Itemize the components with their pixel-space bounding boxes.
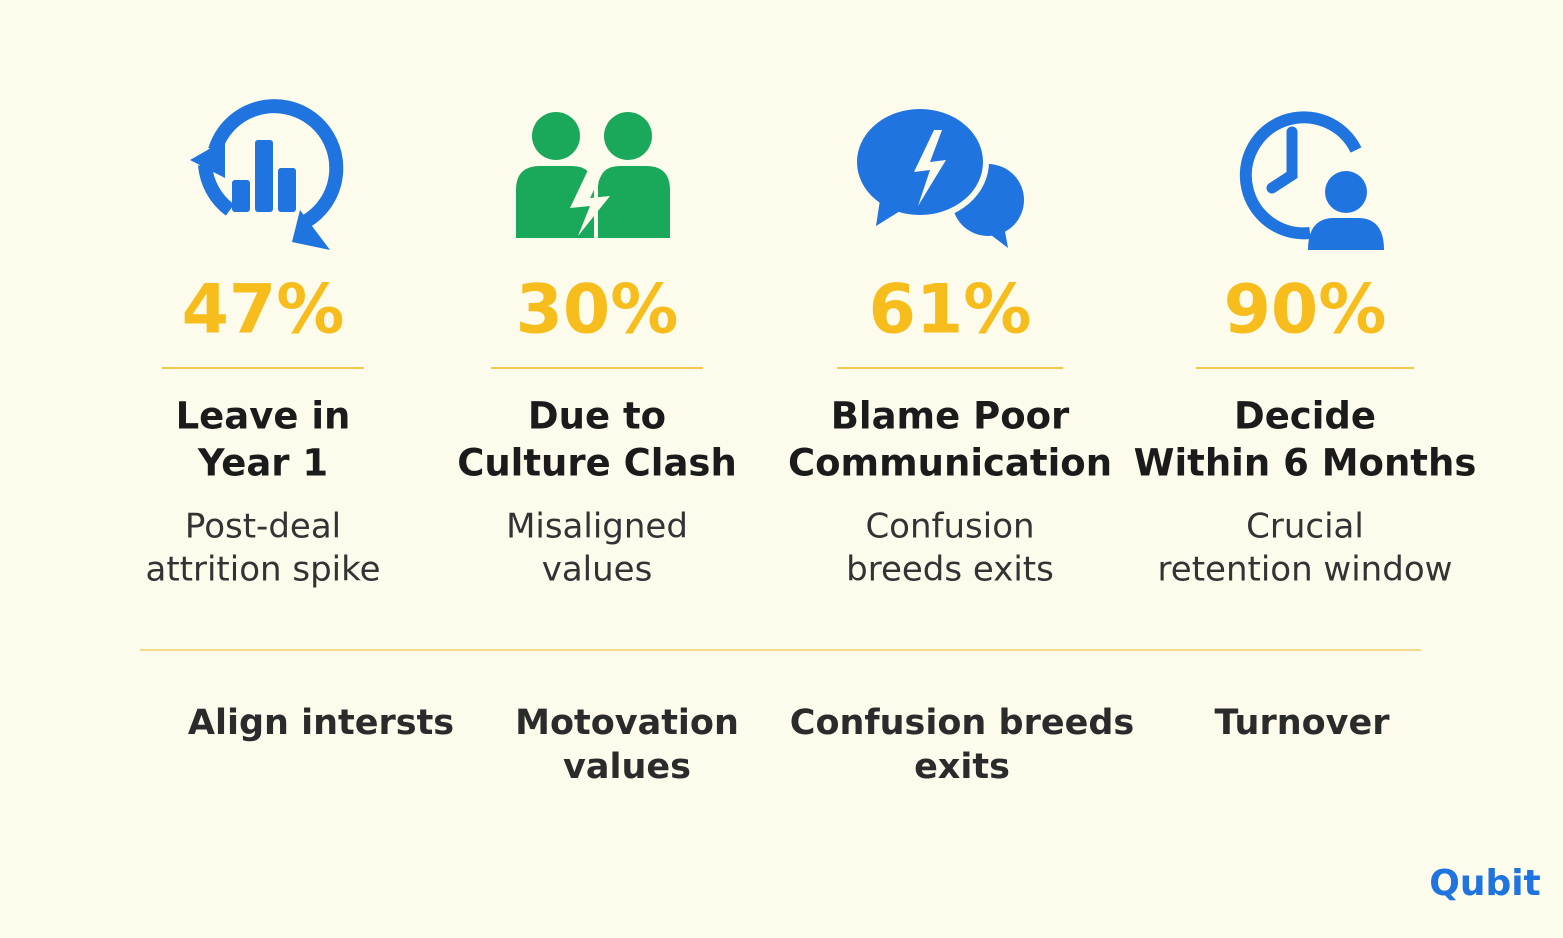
stat-value: 61%	[869, 271, 1032, 350]
stat-value: 30%	[516, 271, 679, 350]
stat-title: Decide	[1234, 395, 1376, 438]
stat-subtitle: breeds exits	[846, 550, 1054, 590]
action-label: exits	[914, 747, 1010, 787]
stat-subtitle: values	[542, 550, 653, 590]
stat-title: Year 1	[197, 442, 328, 485]
stat-title: Within 6 Months	[1134, 442, 1477, 485]
action-label: Confusion breeds	[790, 703, 1134, 743]
action-label: Turnover	[1215, 703, 1391, 743]
stat-title: Blame Poor	[831, 395, 1070, 438]
stat-subtitle: retention window	[1158, 550, 1453, 590]
stat-title: Leave in	[176, 395, 351, 438]
stat-title: Due to	[528, 395, 666, 438]
stat-subtitle: Post-deal	[185, 507, 341, 547]
action-label: Motovation	[515, 703, 739, 743]
stat-subtitle: attrition spike	[146, 550, 381, 590]
retention-icon	[1239, 111, 1384, 250]
logo: Qubit	[1429, 863, 1541, 904]
stat-subtitle: Crucial	[1246, 507, 1364, 547]
action-label: values	[563, 747, 691, 787]
stat-subtitle: Confusion	[865, 507, 1034, 547]
stat-value: 47%	[182, 271, 345, 350]
stat-subtitle: Misaligned	[506, 507, 688, 547]
stat-title: Culture Clash	[457, 442, 737, 485]
culture-clash-icon	[516, 112, 670, 238]
communication-icon	[851, 103, 1024, 248]
attrition-icon	[190, 99, 344, 250]
stat-value: 90%	[1224, 271, 1387, 350]
stat-title: Communication	[788, 442, 1112, 485]
action-label: Align intersts	[188, 703, 454, 743]
